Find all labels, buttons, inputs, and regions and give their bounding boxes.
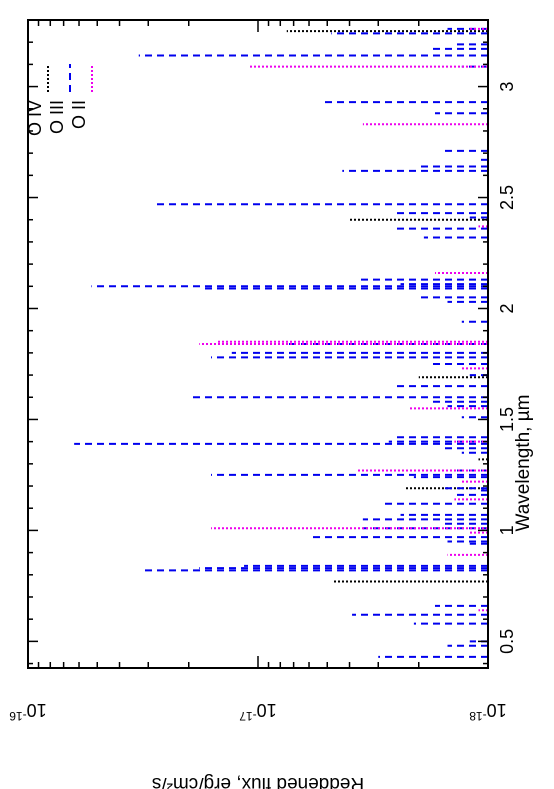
x-axis-label: Wavelength, µm — [513, 395, 534, 532]
x-tick-label: 0.5 — [497, 629, 517, 654]
legend-label: O III — [47, 100, 67, 134]
y-axis-label: Reddened flux, erg/cm²/s — [152, 773, 364, 789]
x-tick-label: 1 — [497, 525, 517, 535]
legend-label: O II — [69, 100, 89, 129]
y-tick-label: 10-18 — [469, 700, 507, 723]
x-tick-label: 2.5 — [497, 185, 517, 210]
y-tick-label: 10-17 — [239, 700, 277, 723]
legend: O IV O III O II — [25, 64, 93, 136]
y-tick-exponent: -18 — [469, 709, 487, 723]
y-tick-exponent: -17 — [239, 709, 257, 723]
x-axis-ticks: 0.5 1 1.5 2 2.5 3 — [28, 19, 517, 665]
x-tick-label: 2 — [497, 303, 517, 313]
y-tick-exponent: -16 — [9, 709, 27, 723]
legend-label: O IV — [25, 100, 45, 136]
series-o-ii — [199, 27, 488, 612]
series-o-iii — [74, 27, 488, 658]
y-tick-label: 10-16 — [9, 700, 47, 723]
x-tick-label: 1.5 — [497, 407, 517, 432]
x-tick-label: 3 — [497, 82, 517, 92]
series-layer — [74, 27, 488, 658]
